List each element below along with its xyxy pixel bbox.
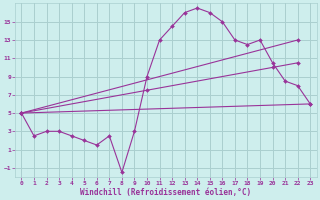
X-axis label: Windchill (Refroidissement éolien,°C): Windchill (Refroidissement éolien,°C): [80, 188, 252, 197]
